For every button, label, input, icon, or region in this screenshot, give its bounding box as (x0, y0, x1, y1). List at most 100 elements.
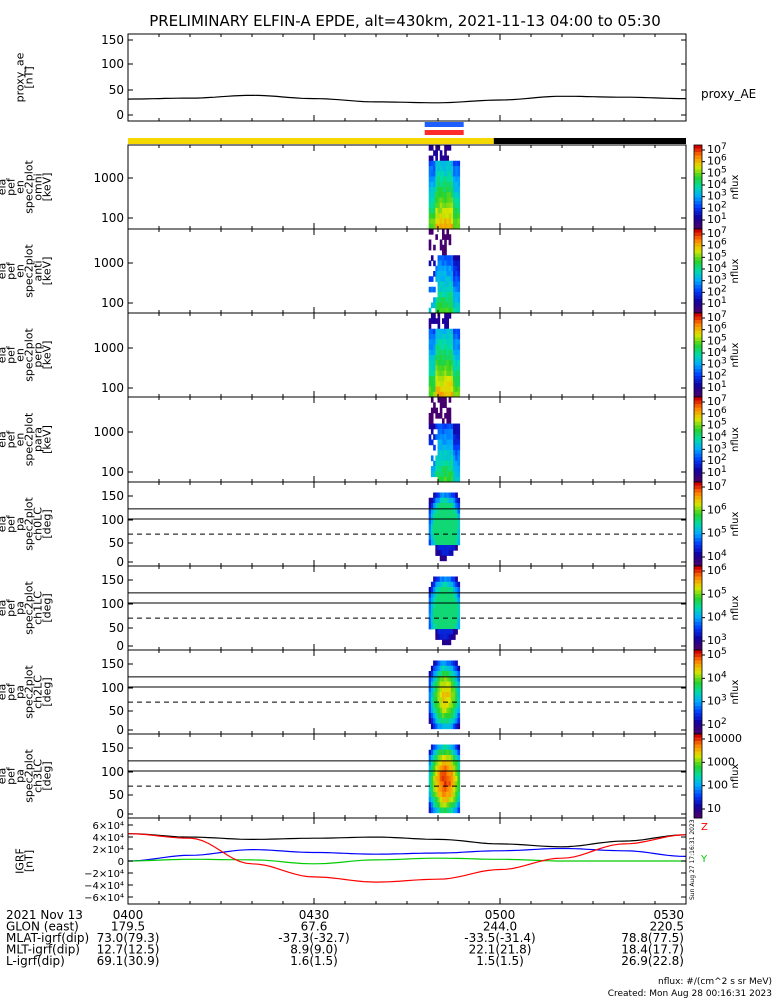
spectrogram-cell (437, 281, 441, 288)
spectrogram-cell (428, 786, 432, 793)
spectrogram-cell (430, 197, 434, 204)
footer-value: 0530 (653, 908, 684, 922)
spectrogram-cell (444, 286, 447, 293)
spectrogram-cell (439, 765, 443, 772)
spectrogram-cell (446, 723, 450, 730)
spectrogram-cell (433, 802, 436, 808)
spectrogram-cell (450, 681, 454, 688)
colorbar-cell (694, 351, 702, 356)
spectrogram-cell (433, 460, 436, 467)
spectrogram-cell (439, 529, 443, 535)
spectrogram-cell (457, 592, 461, 598)
spectrogram-cell (448, 386, 452, 393)
spectrogram-cell (433, 223, 436, 230)
spectrogram-cell (455, 602, 458, 609)
panel-omni-ylabel: elapefenspec2plotomni[keV] (0, 160, 54, 214)
spectrogram-cell (428, 681, 432, 688)
spectrogram-cell (437, 760, 441, 766)
footer-value: 220.5 (650, 920, 684, 934)
spectrogram-cell (444, 402, 447, 409)
spectrogram-cell (433, 407, 436, 414)
spectrogram-cell (453, 518, 456, 525)
spectrogram-cell (453, 497, 456, 504)
spectrogram-cell (450, 755, 454, 761)
spectrogram-cell (450, 297, 454, 303)
spectrogram-cell (444, 555, 447, 562)
colorbar-cell (694, 723, 702, 728)
spectrogram-cell (437, 770, 441, 777)
colorbar-cell (694, 744, 702, 749)
spectrogram-cell (435, 365, 438, 372)
spectrogram-cell (444, 276, 447, 282)
spectrogram-cell (428, 439, 432, 446)
spectrogram-cell (444, 355, 447, 361)
colorbar-cell (694, 667, 702, 672)
spectrogram-cell (439, 534, 443, 541)
spectrogram-cell (437, 518, 441, 525)
spectrogram-cell (450, 718, 454, 724)
spectrogram-cell (441, 181, 445, 188)
spectrogram-cell (430, 797, 434, 803)
spectrogram-cell (448, 618, 452, 625)
spectrogram-cell (430, 697, 434, 703)
spectrogram-cell (433, 697, 436, 703)
spectrogram-cell (455, 365, 458, 372)
spectrogram-cell (446, 234, 450, 240)
spectrogram-cell (446, 202, 450, 209)
spectrogram-cell (439, 660, 443, 667)
spectrogram-cell (441, 629, 445, 635)
spectrogram-cell (441, 749, 445, 756)
spectrogram-cell (428, 534, 432, 541)
spectrogram-cell (457, 524, 461, 530)
spectrogram-cell (450, 460, 454, 467)
spectrogram-cell (453, 508, 456, 514)
spectrogram-cell (446, 497, 450, 504)
colorbar-tick-label: 107 (707, 394, 727, 408)
spectrogram-cell (441, 455, 445, 462)
spectrogram-cell (441, 671, 445, 677)
colorbar-cell (694, 450, 702, 455)
spectrogram-cell (430, 192, 434, 198)
spectrogram-cell (437, 718, 441, 724)
colorbar-cell (694, 464, 702, 469)
spectrogram-cell (437, 550, 441, 556)
spectrogram-cell (428, 613, 432, 619)
spectrogram-cell (450, 707, 454, 714)
spectrogram-cell (450, 702, 454, 709)
spectrogram-cell (453, 202, 456, 209)
spectrogram-cell (441, 508, 445, 514)
colorbar-cell (694, 699, 702, 703)
spectrogram-cell (446, 213, 450, 219)
orbit-bar-yellow (128, 138, 494, 144)
spectrogram-cell (441, 391, 445, 398)
spectrogram-cell (448, 597, 452, 604)
spectrogram-cell (439, 381, 443, 387)
spectrogram-cell (435, 608, 438, 614)
spectrogram-cell (448, 197, 452, 204)
spectrogram-cell (428, 355, 432, 361)
colorbar-cell (694, 323, 702, 328)
spectrogram-cell (437, 671, 441, 677)
spectrogram-cell (433, 587, 436, 593)
colorbar-label: nflux (730, 427, 741, 452)
spectrogram-cell (435, 218, 438, 225)
spectrogram-cell (455, 755, 458, 761)
spectrogram-cell (428, 370, 432, 377)
spectrogram-cell (444, 255, 447, 261)
spectrogram-cell (428, 755, 432, 761)
spectrogram-cell (455, 166, 458, 172)
spectrogram-cell (448, 423, 452, 430)
spectrogram-cell (430, 760, 434, 766)
spectrogram-cell (435, 623, 438, 630)
spectrogram-cell (450, 618, 454, 625)
spectrogram-cell (439, 671, 443, 677)
colorbar-cell (694, 499, 702, 504)
spectrogram-cell (433, 197, 436, 204)
spectrogram-cell (455, 629, 458, 635)
spectrogram-cell (450, 181, 454, 188)
colorbar-cell (694, 811, 702, 815)
colorbar-cell (694, 218, 702, 223)
footer-value: 1.5(1.5) (476, 954, 524, 968)
spectrogram-cell (455, 802, 458, 808)
spectrogram-cell (444, 187, 447, 193)
